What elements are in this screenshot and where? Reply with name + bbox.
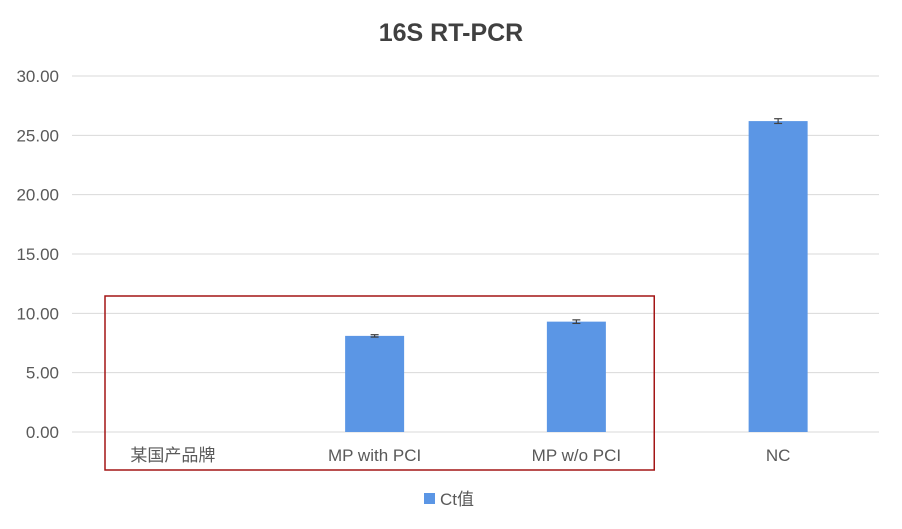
legend-swatch [424, 493, 435, 504]
chart-title: 16S RT-PCR [379, 19, 523, 47]
x-category-label: NC [766, 446, 791, 465]
x-axis-categories: 某国产品牌 MP with PCI MP w/o PCI NC [130, 446, 790, 465]
y-axis-ticks: 0.00 5.00 10.00 15.00 20.00 25.00 30.00 [16, 67, 59, 442]
y-tick-label: 10.00 [16, 304, 59, 323]
legend-label-ct: Ct值 [440, 490, 474, 509]
gridlines [72, 75, 879, 433]
legend: Ct值 [424, 490, 474, 509]
y-tick-label: 30.00 [16, 67, 59, 86]
bar [345, 335, 405, 432]
y-tick-label: 15.00 [16, 245, 59, 264]
bars [345, 121, 808, 433]
x-category-label: MP w/o PCI [532, 446, 621, 465]
highlight-box [104, 295, 655, 471]
error-bars [370, 118, 783, 338]
y-tick-label: 5.00 [26, 364, 59, 383]
bar [546, 321, 606, 432]
y-tick-label: 20.00 [16, 186, 59, 205]
x-category-label: MP with PCI [328, 446, 421, 465]
y-tick-label: 25.00 [16, 126, 59, 145]
y-tick-label: 0.00 [26, 423, 59, 442]
x-category-label: 某国产品牌 [130, 446, 215, 465]
bar [748, 121, 808, 433]
